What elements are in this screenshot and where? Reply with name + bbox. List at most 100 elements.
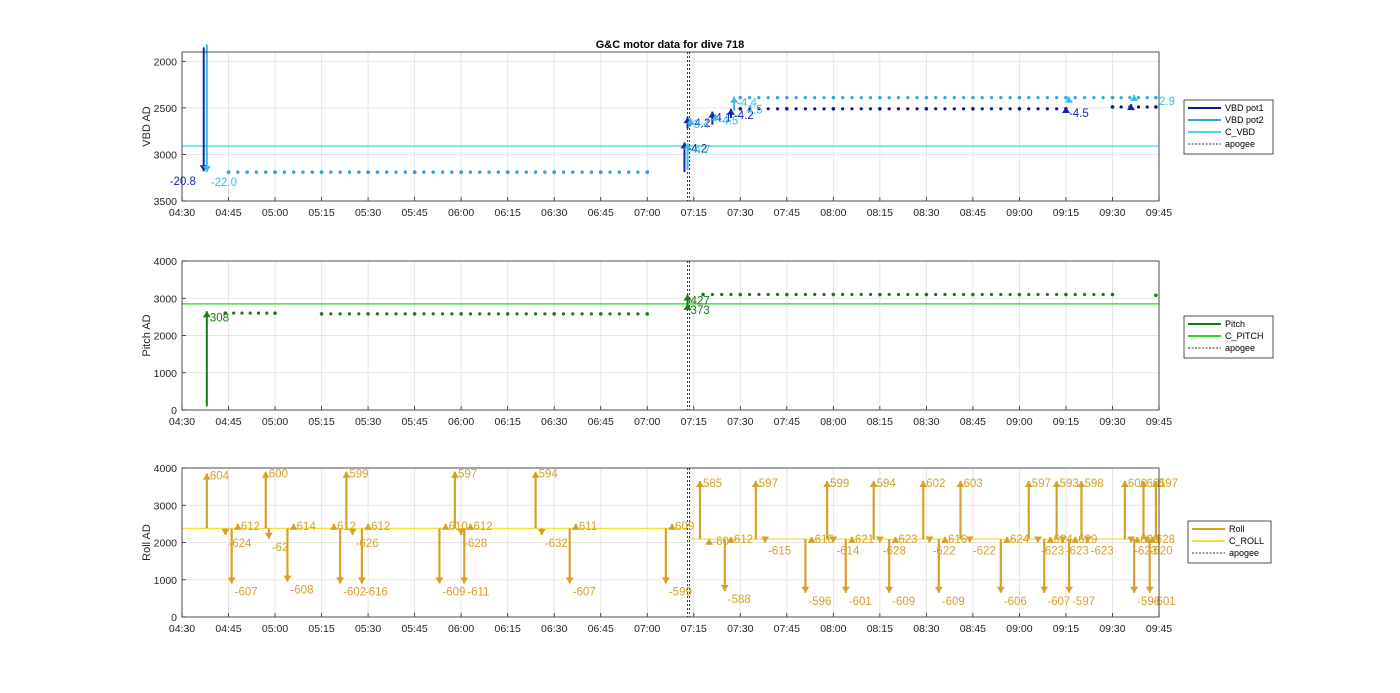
data-point [505,170,510,174]
move-arrow-head [289,523,298,530]
data-point [962,96,966,100]
move-label: 594 [877,478,897,490]
data-point [766,107,770,111]
move-label: -588 [728,594,751,606]
x-tick-label: 06:45 [588,623,614,635]
data-point [766,292,770,297]
plot-area [182,52,1159,201]
data-point [440,170,445,174]
move-arrow-head [1052,481,1061,488]
move-arrow-head [357,577,366,584]
data-point [868,96,873,100]
data-point [459,312,463,316]
x-tick-label: 07:30 [727,623,753,635]
x-tick-label: 07:15 [681,207,707,219]
move-arrow-head [457,529,466,536]
move-label: 594 [539,469,559,481]
move-arrow-head [823,481,832,488]
move-label: -596 [808,596,831,608]
x-tick-label: 08:00 [820,207,846,219]
y-tick-label: 2500 [154,103,178,115]
x-tick-label: 08:00 [820,623,846,635]
data-point [310,170,314,174]
data-point [729,292,733,297]
data-point [232,311,236,315]
x-tick-label: 07:30 [727,416,753,428]
data-point [980,107,984,111]
data-point [366,170,370,174]
data-point [645,312,650,316]
data-point [1073,292,1077,297]
move-label: -597 [1072,596,1095,608]
x-tick-label: 05:30 [355,416,381,428]
move-arrow-head [1003,536,1012,543]
panel-1: 04:30 04:45 05:00 05:15 05:30 05:45 06:00 06:15… [141,44,1274,219]
data-point [971,107,975,111]
move-arrow-head [342,471,351,478]
move-arrow-head [1065,96,1074,103]
move-label: -611 [467,586,489,598]
data-point [1082,96,1087,100]
data-point [952,96,956,100]
data-point [1073,96,1077,100]
data-point [841,292,845,297]
move-arrow-head [869,481,878,488]
move-label: -622 [932,546,955,558]
data-point [906,292,910,297]
move-arrow-head [1127,536,1136,543]
data-point [757,107,761,111]
x-tick-label: 08:45 [960,623,986,635]
data-point [989,292,994,297]
data-point [766,96,770,100]
move-label: -4.2 [691,118,711,130]
data-point [794,96,798,100]
data-point [794,107,798,111]
data-point [1017,107,1022,111]
data-point [831,107,836,111]
data-point [608,312,612,316]
x-tick-label: 09:15 [1053,623,1079,635]
data-point [1136,96,1141,100]
data-point [571,312,575,316]
data-point [896,96,901,100]
x-tick-label: 07:45 [774,416,800,428]
move-arrow-head [1077,481,1086,488]
move-label: -607 [1047,596,1070,608]
data-point [850,292,854,297]
data-point [1119,105,1123,109]
move-arrow-head [348,529,357,536]
move-arrow-head [466,523,475,530]
data-point [813,107,817,111]
data-point [240,311,244,315]
move-label: -615 [768,546,791,558]
data-point [589,170,594,174]
y-tick-label: 2000 [154,538,178,550]
data-point [1110,292,1115,297]
y-axis-label: Roll AD [141,524,153,561]
data-point [1101,292,1105,297]
data-point [738,292,743,297]
move-arrow-head [661,577,670,584]
data-point [292,170,296,174]
data-point [1154,95,1158,100]
data-point [1092,96,1096,100]
move-arrow-head [996,586,1005,593]
data-point [273,170,277,174]
legend-label: apogee [1225,343,1255,353]
data-point [878,107,882,111]
data-point [282,170,286,174]
move-label: -626 [356,538,379,550]
move-arrow-head [761,536,770,543]
move-arrow-head [1133,536,1142,543]
x-tick-label: 05:30 [355,207,381,219]
data-point [813,292,817,297]
data-point [319,312,324,316]
y-axis-label: VBD AD [141,106,153,146]
data-point [645,170,650,174]
data-point [459,170,463,174]
data-point [971,95,975,100]
move-label: -609 [442,586,465,598]
data-point [934,292,938,297]
data-point [236,170,240,174]
